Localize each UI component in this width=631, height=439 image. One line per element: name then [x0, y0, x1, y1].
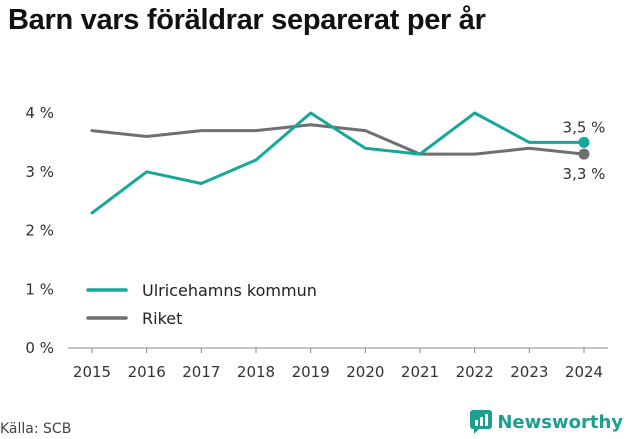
- y-tick-label: 0 %: [25, 339, 54, 357]
- axes: 0 % 1 % 2 % 3 % 4 % 2015 2016 2017 2018 2019 2020 2…: [25, 104, 608, 381]
- end-marker-ulricehamn: [578, 136, 590, 148]
- y-tick-label: 3 %: [25, 163, 54, 181]
- y-tick-label: 4 %: [25, 104, 54, 122]
- legend: Ulricehamns kommun Riket: [86, 281, 317, 328]
- series-line-riket: [90, 123, 586, 156]
- legend-label-riket: Riket: [142, 309, 182, 328]
- y-tick-label: 2 %: [25, 222, 54, 240]
- x-tick-label: 2015: [73, 363, 111, 381]
- source-text: Källa: SCB: [0, 421, 72, 437]
- x-tick-label: 2016: [128, 363, 166, 381]
- legend-label-ulricehamn: Ulricehamns kommun: [142, 281, 317, 300]
- brand-name: Newsworthy: [497, 411, 623, 433]
- x-tick-label: 2024: [565, 363, 603, 381]
- end-label-riket: 3,3 %: [563, 165, 606, 183]
- end-marker-riket: [578, 148, 590, 160]
- series-line-ulricehamn: [90, 111, 586, 215]
- chart-title: Barn vars föräldrar separerat per år: [8, 4, 486, 36]
- x-tick-label: 2019: [292, 363, 330, 381]
- x-tick-label: 2017: [182, 363, 220, 381]
- x-tick-label: 2021: [401, 363, 439, 381]
- x-tick-label: 2023: [510, 363, 548, 381]
- brand-logo: Newsworthy: [470, 410, 623, 434]
- x-tick-label: 2018: [237, 363, 275, 381]
- series-layer: 3,5 % 3,3 %: [90, 111, 606, 215]
- newsworthy-icon: [470, 410, 493, 434]
- end-label-ulricehamn: 3,5 %: [563, 118, 606, 136]
- x-tick-label: 2020: [346, 363, 384, 381]
- x-tick-label: 2022: [456, 363, 494, 381]
- y-tick-label: 1 %: [25, 280, 54, 298]
